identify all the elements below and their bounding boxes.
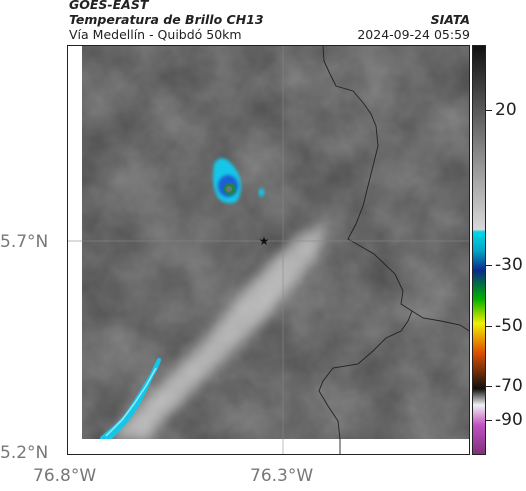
warm-cloud-band (108, 221, 328, 439)
star-icon: ★ (259, 234, 270, 248)
colorbar (472, 45, 486, 455)
region-subtitle: Vía Medellín - Quibdó 50km (69, 27, 242, 42)
timestamp: 2024-09-24 05:59 (357, 27, 470, 42)
satellite-name: GOES-EAST (69, 0, 149, 12)
lat-label-5-7: 5.7°N (0, 232, 49, 252)
product-title: Temperatura de Brillo CH13 (69, 12, 264, 27)
cb-tick-minus50 (486, 326, 492, 327)
small-cold-spot (258, 187, 265, 198)
cb-label-20: 20 (495, 100, 517, 120)
agency-label: SIATA (430, 12, 470, 27)
cb-tick-minus90 (486, 420, 492, 421)
cb-tick-minus30 (486, 265, 492, 266)
cb-label-minus90: -90 (495, 410, 523, 430)
cb-tick-minus70 (486, 386, 492, 387)
border-lines (318, 46, 469, 454)
grid-lines (68, 46, 469, 454)
lat-label-5-2: 5.2°N (0, 443, 49, 463)
satellite-map: ★ (67, 45, 470, 455)
cb-label-minus30: -30 (495, 255, 523, 275)
lon-label-76-3: 76.3°W (250, 466, 314, 486)
lon-label-76-8: 76.8°W (33, 466, 97, 486)
cb-label-minus50: -50 (495, 316, 523, 336)
cb-tick-20 (486, 110, 492, 111)
cb-label-minus70: -70 (495, 376, 523, 396)
